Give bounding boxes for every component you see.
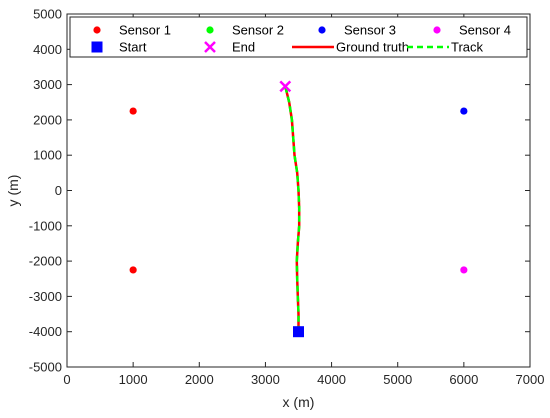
legend-label: Track <box>451 40 484 55</box>
legend-swatch <box>318 26 326 34</box>
legend-item-start: Start <box>91 40 147 55</box>
legend-label: Sensor 2 <box>232 23 284 38</box>
legend-item-sensor-2: Sensor 2 <box>206 23 284 38</box>
x-axis-label: x (m) <box>283 394 315 410</box>
x-tick-label: 5000 <box>383 372 412 387</box>
y-tick-label: -4000 <box>29 324 62 339</box>
legend-swatch <box>93 26 101 34</box>
legend-item-ground-truth: Ground truth <box>292 40 409 55</box>
y-tick-label: 5000 <box>33 7 62 22</box>
ground-truth-line <box>284 86 301 332</box>
y-tick-label: 3000 <box>33 77 62 92</box>
y-tick-label: -3000 <box>29 289 62 304</box>
x-tick-label: 2000 <box>185 372 214 387</box>
sensor-1-point <box>129 107 137 115</box>
end-point <box>279 80 292 93</box>
y-tick-label: 2000 <box>33 112 62 127</box>
start-point <box>293 326 304 338</box>
data-layer <box>129 80 468 338</box>
legend-label: Sensor 3 <box>344 23 396 38</box>
y-tick-label: -2000 <box>29 254 62 269</box>
sensor-1-point <box>129 266 137 274</box>
legend-swatch <box>206 26 214 34</box>
y-tick-label: -5000 <box>29 360 62 375</box>
legend-swatch <box>204 41 216 53</box>
y-tick-label: 0 <box>55 183 62 198</box>
sensor-3-point <box>460 107 468 115</box>
y-tick-label: -1000 <box>29 218 62 233</box>
legend-item-end: End <box>204 40 255 55</box>
x-tick-label: 4000 <box>317 372 346 387</box>
legend-label: Sensor 1 <box>119 23 171 38</box>
y-tick-label: 1000 <box>33 148 62 163</box>
legend-item-sensor-4: Sensor 4 <box>433 23 511 38</box>
legend-swatch <box>91 41 103 53</box>
x-tick-label: 6000 <box>449 372 478 387</box>
x-tick-label: 1000 <box>119 372 148 387</box>
x-tick-label: 0 <box>63 372 70 387</box>
sensor-4-point <box>460 266 468 274</box>
legend-item-sensor-3: Sensor 3 <box>318 23 396 38</box>
legend-label: Ground truth <box>336 40 409 55</box>
legend-label: End <box>232 40 255 55</box>
legend-box <box>69 16 528 58</box>
legend: Sensor 1 Sensor 2 Sensor 3 Sensor 4 Start End… <box>69 16 528 58</box>
legend-label: Sensor 4 <box>459 23 511 38</box>
legend-swatch <box>433 26 441 34</box>
x-tick-label: 3000 <box>251 372 280 387</box>
axis-ticks: 0 1000 2000 3000 4000 5000 6000 7000 -5000 -4000 -… <box>29 7 545 388</box>
legend-item-track: Track <box>407 40 484 55</box>
y-axis-label: y (m) <box>5 175 21 207</box>
x-tick-label: 7000 <box>516 372 545 387</box>
legend-label: Start <box>119 40 147 55</box>
legend-item-sensor-1: Sensor 1 <box>93 23 171 38</box>
y-tick-label: 4000 <box>33 42 62 57</box>
track-line <box>284 86 301 332</box>
